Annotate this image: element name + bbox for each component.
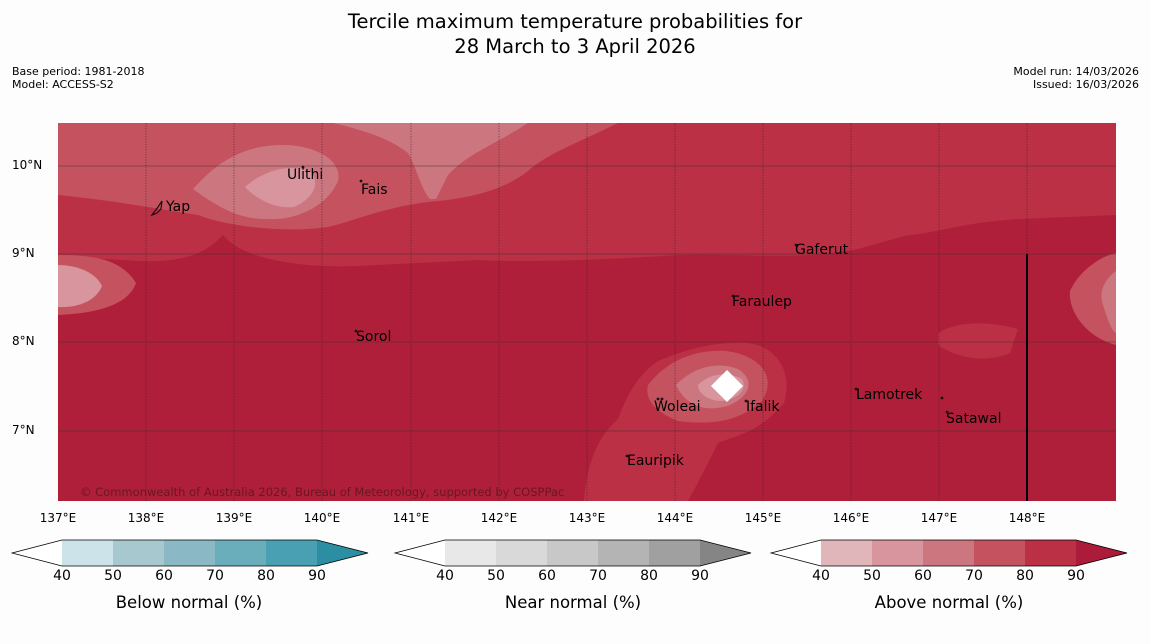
lat-gridlines — [58, 165, 1116, 432]
lon-label-142: 142°E — [480, 511, 518, 525]
base-period-info: Base period: 1981-2018 Model: ACCESS-S2 — [12, 65, 144, 91]
base-period: Base period: 1981-2018 — [12, 65, 145, 78]
place-label-gaferut: Gaferut — [795, 242, 849, 258]
cb-near-tick-90: 90 — [691, 568, 709, 584]
model-run: Model run: 14/03/2026 — [1013, 65, 1139, 78]
cb-near-seg-4 — [598, 540, 649, 566]
cb-near-seg-2 — [496, 540, 547, 566]
place-label-satawal: Satawal — [946, 411, 1002, 427]
place-label-ulithi: Ulithi — [287, 167, 324, 183]
lon-label-148: 148°E — [1008, 511, 1046, 525]
contour-40-woleai — [711, 370, 743, 402]
cb-below-tick-40: 40 — [53, 568, 71, 584]
lat-label-9: 9°N — [12, 246, 35, 260]
contour-70-east2 — [938, 323, 1018, 359]
cb-below-seg-3 — [164, 540, 215, 566]
cb-above-seg-0 — [771, 540, 821, 566]
cb-below-seg-2 — [113, 540, 164, 566]
yap-island-outline — [150, 200, 163, 217]
map-canvas — [58, 123, 1116, 501]
colorbar-near-normal — [394, 539, 752, 567]
cb-near-seg-6 — [700, 540, 751, 566]
cb-below-tick-60: 60 — [155, 568, 173, 584]
cb-above-seg-1 — [821, 540, 872, 566]
contour-70-band — [58, 123, 1116, 230]
cb-above-seg-2 — [872, 540, 923, 566]
place-label-ifalik: Ifalik — [746, 399, 780, 415]
cb-below-tick-80: 80 — [257, 568, 275, 584]
place-label-woleai: Woleai — [654, 399, 701, 415]
cb-near-title: Near normal (%) — [504, 593, 642, 612]
contour-50-ulithi — [245, 167, 316, 208]
lon-label-147: 147°E — [920, 511, 958, 525]
contour-70-east — [1069, 253, 1116, 345]
contour-60-east — [1101, 271, 1116, 333]
cb-below-seg-4 — [215, 540, 266, 566]
title-line-1: Tercile maximum temperature probabilitie… — [347, 10, 803, 33]
lon-label-146: 146°E — [832, 511, 870, 525]
place-label-sorol: Sorol — [356, 329, 392, 345]
cb-below-title: Below normal (%) — [115, 593, 263, 612]
cb-above-tick-80: 80 — [1016, 568, 1034, 584]
contour-60-band — [333, 123, 528, 199]
cb-below-seg-5 — [266, 540, 317, 566]
place-labels: Ulithi Yap Fais Gaferut Faraulep Sorol L… — [58, 123, 1116, 501]
copyright-notice: © Commonwealth of Australia 2026, Bureau… — [80, 485, 565, 499]
cb-above-tick-70: 70 — [965, 568, 983, 584]
lat-label-8: 8°N — [12, 334, 35, 348]
cb-above-tick-40: 40 — [812, 568, 830, 584]
lat-label-10: 10°N — [12, 158, 43, 172]
cb-below-seg-1 — [62, 540, 113, 566]
lon-label-144: 144°E — [656, 511, 694, 525]
cb-above-title: Above normal (%) — [874, 593, 1024, 612]
cb-near-tick-50: 50 — [487, 568, 505, 584]
probability-map: Ulithi Yap Fais Gaferut Faraulep Sorol L… — [58, 123, 1116, 501]
issued-date: Issued: 16/03/2026 — [1032, 78, 1139, 91]
cb-above-seg-4 — [974, 540, 1025, 566]
cb-below-tick-70: 70 — [206, 568, 224, 584]
place-label-yap: Yap — [166, 199, 191, 215]
island-marks — [150, 165, 949, 458]
lon-label-143: 143°E — [568, 511, 606, 525]
lon-label-137: 137°E — [39, 511, 77, 525]
cb-below-tick-90: 90 — [308, 568, 326, 584]
cb-below-seg-0 — [12, 540, 62, 566]
cb-above-seg-3 — [923, 540, 974, 566]
cb-near-seg-0 — [395, 540, 445, 566]
place-label-lamotrek: Lamotrek — [856, 387, 923, 403]
lon-label-139: 139°E — [215, 511, 253, 525]
place-label-faraulep: Faraulep — [732, 294, 792, 310]
cb-near-tick-60: 60 — [538, 568, 556, 584]
title-line-2: 28 March to 3 April 2026 — [454, 35, 696, 58]
cb-below-tick-50: 50 — [104, 568, 122, 584]
place-label-eauripik: Eauripik — [627, 453, 684, 469]
contour-60-west — [58, 265, 102, 308]
colorbar-below-normal — [11, 539, 369, 567]
lat-label-7: 7°N — [12, 423, 35, 437]
model-run-info: Model run: 14/03/2026 Issued: 16/03/2026 — [1013, 65, 1139, 91]
cb-near-tick-80: 80 — [640, 568, 658, 584]
cb-below-seg-6 — [317, 540, 368, 566]
place-label-fais: Fais — [361, 182, 388, 198]
lon-label-138: 138°E — [127, 511, 165, 525]
cb-above-tick-60: 60 — [914, 568, 932, 584]
lon-label-140: 140°E — [303, 511, 341, 525]
cb-above-seg-5 — [1025, 540, 1076, 566]
cb-near-seg-1 — [445, 540, 496, 566]
cb-above-seg-6 — [1076, 540, 1127, 566]
cb-near-seg-3 — [547, 540, 598, 566]
cb-above-tick-90: 90 — [1067, 568, 1085, 584]
cb-near-tick-70: 70 — [589, 568, 607, 584]
colorbar-above-normal — [770, 539, 1128, 567]
cb-near-seg-5 — [649, 540, 700, 566]
lon-label-145: 145°E — [744, 511, 782, 525]
cb-near-tick-40: 40 — [436, 568, 454, 584]
cb-above-tick-50: 50 — [863, 568, 881, 584]
lon-label-141: 141°E — [392, 511, 430, 525]
model-name: Model: ACCESS-S2 — [12, 78, 114, 91]
